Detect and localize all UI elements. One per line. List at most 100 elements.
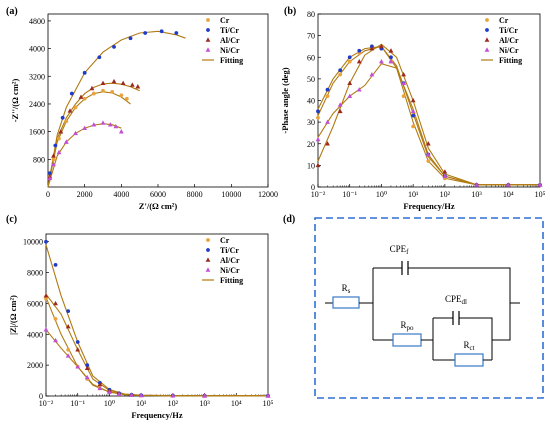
legend-label: Al/Cr	[499, 36, 519, 45]
x-axis-label: Frequency/Hz	[403, 201, 455, 211]
data-point	[73, 105, 78, 110]
fitting-line-ni-cr	[317, 63, 540, 186]
fitting-line-al-cr	[47, 82, 140, 188]
fitting-line-ti-cr	[317, 45, 540, 186]
data-point	[47, 175, 53, 181]
x-tick-label: 10⁰	[104, 399, 115, 408]
y-tick-label: 10000	[23, 238, 43, 247]
data-point	[357, 48, 362, 53]
y-tick-label: 60	[307, 53, 315, 62]
data-point	[51, 157, 56, 162]
legend-swatch	[206, 248, 210, 252]
data-point	[82, 125, 88, 130]
legend-label: Fitting	[499, 56, 522, 65]
x-tick-label: 6000	[150, 190, 166, 199]
x-tick-label: 10⁰	[376, 190, 387, 199]
label-rpo: Rpo	[400, 320, 414, 332]
data-point	[135, 84, 141, 89]
fitting-line-ni-cr	[45, 329, 269, 397]
data-point	[337, 102, 343, 107]
legend-label: Cr	[499, 16, 509, 25]
legend-swatch	[485, 28, 489, 32]
data-point	[53, 300, 58, 306]
chart-panel-b: 10⁻² 10⁻¹ 10⁰ 10¹ 10² 10³ 10⁴ 10⁵ 0 10 20 30 40 50 60 7…	[280, 6, 546, 211]
chart-panel-c: 10⁻² 10⁻¹ 10⁰ 10¹ 10² 10³ 10⁴ 10⁵ 0 2000 4000 6000 8…	[6, 214, 274, 420]
data-point	[78, 94, 84, 99]
y-axis-label: -Phase angle (deg)	[280, 67, 290, 133]
data-point	[66, 309, 71, 314]
y-tick-label: 2400	[29, 100, 45, 109]
data-point	[101, 88, 105, 93]
x-axis-label: Frequency/Hz	[131, 410, 183, 420]
data-point	[325, 141, 330, 146]
data-point	[379, 43, 384, 49]
data-point	[347, 80, 353, 85]
x-tick-label: 10³	[471, 190, 482, 199]
legend-label: Ni/Cr	[220, 46, 240, 55]
data-point	[116, 391, 122, 396]
x-tick-label: 12000	[258, 190, 278, 199]
legend-label: Ti/Cr	[220, 26, 239, 35]
data-point	[347, 59, 352, 64]
data-point	[58, 129, 64, 134]
y-tick-label: 4000	[29, 45, 45, 54]
legend-label: Fitting	[220, 56, 243, 65]
data-point	[401, 94, 406, 99]
y-tick-label: 800	[33, 155, 45, 164]
fitting-line-al-cr	[317, 43, 540, 186]
data-point	[53, 316, 58, 321]
data-point	[97, 55, 102, 60]
data-point	[110, 89, 115, 94]
y-tick-label: 50	[307, 75, 315, 84]
panel-label-b: (b)	[284, 6, 296, 17]
data-point	[426, 159, 431, 163]
data-point	[315, 162, 321, 168]
x-tick-label: 8000	[187, 190, 203, 199]
data-point	[388, 58, 394, 64]
resistor-rpo	[392, 333, 422, 347]
x-tick-label: 4000	[113, 190, 129, 199]
series-al-cr	[43, 293, 271, 398]
data-point	[265, 393, 271, 398]
x-tick-label: 10²	[168, 399, 179, 408]
panel-label-c: (c)	[6, 214, 17, 225]
legend-swatch	[205, 47, 211, 52]
data-point	[124, 96, 129, 101]
series-ti-cr	[47, 29, 179, 176]
legend-swatch	[484, 37, 490, 42]
label-cpef: CPEf	[390, 244, 410, 256]
legend-label: Cr	[220, 236, 230, 245]
legend-swatch	[205, 37, 211, 42]
data-point	[337, 108, 343, 114]
series-al-cr	[47, 78, 141, 179]
series-cr	[316, 44, 542, 187]
data-point	[111, 78, 117, 84]
legend-label: Ti/Cr	[499, 26, 518, 35]
data-point	[143, 31, 148, 35]
data-point	[53, 262, 58, 267]
data-point	[410, 108, 416, 114]
data-point	[91, 122, 97, 127]
data-point	[65, 353, 71, 358]
data-point	[73, 130, 78, 136]
y-tick-label: 10	[307, 161, 315, 170]
data-point	[369, 71, 375, 77]
data-point	[325, 94, 330, 99]
data-point	[82, 70, 87, 75]
y-tick-label: 0	[39, 392, 43, 401]
data-point	[170, 393, 176, 398]
data-point	[65, 323, 71, 329]
x-tick-label: 10⁴	[503, 190, 514, 199]
legend-swatch	[206, 238, 210, 242]
data-point	[442, 169, 448, 174]
data-point	[202, 393, 207, 398]
data-point	[325, 119, 330, 124]
y-tick-label: 3200	[29, 72, 45, 81]
circuit-border	[314, 217, 544, 399]
wire	[492, 303, 511, 341]
data-point	[51, 153, 56, 158]
data-point	[56, 149, 62, 155]
x-tick-label: 10⁻¹	[70, 399, 85, 408]
data-point	[84, 365, 90, 371]
